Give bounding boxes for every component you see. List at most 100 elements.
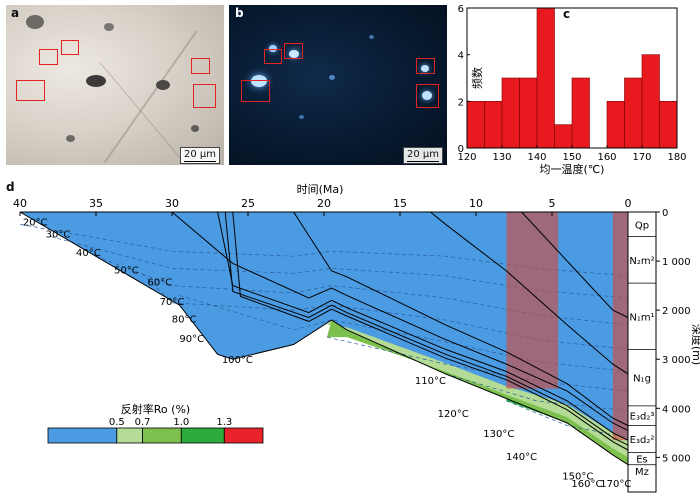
y-tick-label: 5 000 — [662, 453, 691, 464]
histogram-c: 120 130 140 150 160 170 180 0 2 4 6 均一温度(℃) 频数 — [457, 4, 686, 176]
x-tick-label: 120 — [457, 152, 476, 163]
isotherm-label: 40°C — [76, 248, 101, 259]
burial-history-chart: 40 35 30 25 20 15 10 5 0 时间(Ma) Qp N₂m² N₁m¹ N₁g E₃d₂³… — [13, 183, 700, 493]
x-axis-title: 时间(Ma) — [297, 183, 344, 196]
inclusion-box — [191, 58, 210, 74]
inclusion-box — [241, 80, 270, 102]
y-tick-label: 4 000 — [662, 404, 691, 415]
x-tick-label: 130 — [492, 152, 511, 163]
isotherm-label: 20°C — [23, 218, 48, 229]
inclusion-box — [16, 80, 45, 101]
x-axis-title: 均一温度(℃) — [540, 162, 605, 176]
histogram-bar — [466, 101, 485, 149]
isotherm-label: 80°C — [172, 314, 197, 325]
legend-tick-label: 0.7 — [135, 417, 151, 428]
inclusion-box — [416, 58, 435, 74]
y-tick-label: 2 — [458, 97, 464, 108]
x-tick-label: 170 — [632, 152, 651, 163]
isotherm-line — [141, 273, 629, 350]
strata-label: N₂m² — [629, 256, 654, 267]
scale-label: 20 μm — [184, 149, 217, 160]
inclusion-box — [284, 43, 303, 59]
histogram-bar — [659, 101, 678, 149]
y-axis-title: 深度(m) — [690, 324, 700, 365]
strata-column — [627, 211, 657, 493]
histogram-bar — [606, 101, 625, 149]
inclusion-box — [39, 49, 58, 65]
legend-swatch — [142, 427, 182, 444]
isotherm-label: 170°C — [600, 479, 631, 490]
inclusion-box — [193, 84, 216, 108]
strata-label: Es — [636, 455, 648, 466]
y-tick-label: 2 000 — [662, 306, 691, 317]
x-tick-label: 35 — [89, 197, 103, 210]
isotherm-label: 140°C — [506, 452, 537, 463]
panel-label-a: a — [11, 6, 20, 20]
y-tick-label: 0 — [662, 208, 668, 219]
ro-zone-0.7-1.0 — [327, 320, 628, 465]
burial-curve — [232, 211, 629, 451]
panel-label-b: b — [235, 6, 244, 20]
isotherm-label: 130°C — [483, 429, 514, 440]
burial-curve — [521, 211, 629, 318]
isotherm-label: 160°C — [571, 479, 602, 490]
legend-swatch — [180, 427, 225, 444]
basement-line — [19, 211, 629, 466]
isotherm-line — [326, 336, 629, 392]
burial-curve — [217, 211, 629, 441]
x-tick-label: 180 — [667, 152, 686, 163]
legend-swatch — [116, 427, 144, 444]
x-tick-label: 140 — [527, 152, 546, 163]
strata-label: N₁g — [633, 374, 651, 385]
panel-label-c: c — [563, 7, 571, 21]
histogram-bar — [641, 54, 660, 149]
inclusion-box — [61, 40, 79, 55]
legend-title: 反射率Ro (%) — [121, 402, 190, 416]
micrograph-a: 20 μm — [6, 5, 224, 165]
histogram-bar — [554, 124, 573, 149]
isotherm-label: 120°C — [438, 409, 469, 420]
x-tick-label: 40 — [13, 197, 27, 210]
scale-bar: 20 μm — [403, 147, 444, 164]
burial-curve — [430, 211, 629, 375]
legend-tick-label: 0.5 — [109, 417, 125, 428]
strata-label: Mz — [635, 467, 649, 478]
micrograph-b: 20 μm — [229, 5, 447, 165]
x-tick-label: 0 — [625, 197, 632, 210]
burial-curve — [224, 211, 629, 446]
inclusion-box — [264, 49, 282, 64]
histogram-bar — [536, 7, 555, 149]
isotherm-label: 30°C — [46, 230, 71, 241]
charge-window — [506, 212, 559, 389]
isotherm-label: 70°C — [160, 297, 185, 308]
y-tick-label: 1 000 — [662, 257, 691, 268]
x-tick-label: 30 — [165, 197, 179, 210]
histogram-bar — [519, 77, 538, 149]
isotherm-label: 150°C — [562, 471, 593, 482]
legend-tick-label: 1.0 — [173, 417, 189, 428]
y-axis-title: 频数 — [470, 67, 484, 89]
strata-label: E₃d₂³ — [630, 412, 655, 423]
y-tick-label: 0 — [458, 144, 464, 155]
x-tick-label: 150 — [562, 152, 581, 163]
histogram-bar — [571, 77, 590, 149]
charge-window — [612, 212, 628, 441]
isotherm-line — [179, 295, 629, 372]
isotherm-label: 50°C — [114, 265, 139, 276]
x-tick-label: 5 — [549, 197, 556, 210]
y-tick-label: 4 — [458, 51, 464, 62]
legend-tick-label: 1.3 — [216, 417, 232, 428]
ro-zone-1.0-1.3 — [506, 398, 628, 465]
strata-label: N₁m¹ — [629, 312, 654, 323]
inclusion-box — [416, 84, 439, 108]
isotherm-label: 100°C — [222, 355, 253, 366]
legend-swatch — [223, 427, 264, 444]
scale-label: 20 μm — [407, 149, 440, 160]
x-tick-label: 160 — [597, 152, 616, 163]
y-tick-label: 3 000 — [662, 355, 691, 366]
legend-swatch — [47, 427, 118, 444]
isotherm-label: 90°C — [179, 334, 204, 345]
x-tick-label: 25 — [241, 197, 255, 210]
strata-label: Qp — [635, 220, 649, 231]
isotherm-line — [445, 373, 629, 412]
